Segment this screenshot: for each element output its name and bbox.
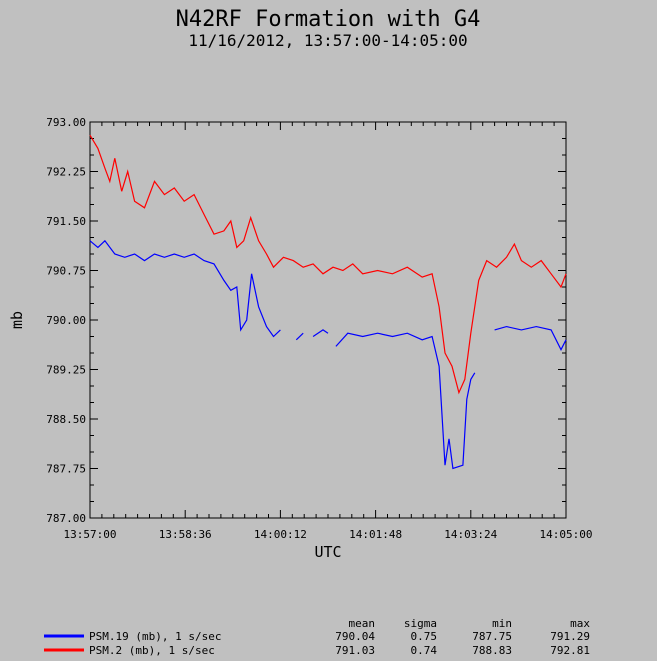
stats-header: min: [492, 617, 512, 630]
series-line-2: [89, 134, 567, 395]
x-tick-label: 14:00:12: [254, 528, 307, 541]
series-lines: [89, 134, 567, 470]
legend: mean sigma min max PSM.19 (mb), 1 s/sec 790.0…: [44, 617, 590, 657]
y-tick-label: 790.75: [46, 265, 86, 278]
legend-stat-value: 792.81: [550, 644, 590, 657]
stats-header: mean: [349, 617, 376, 630]
legend-stat-value: 0.74: [411, 644, 438, 657]
legend-series-name: PSM.2 (mb), 1 s/sec: [89, 644, 215, 657]
y-tick-label: 787.75: [46, 463, 86, 476]
y-tick-label: 787.00: [46, 512, 86, 525]
legend-stat-value: 787.75: [472, 630, 512, 643]
axis-ticks: 13:57:00 13:58:36 14:00:12 14:01:48 14:03:24…: [46, 116, 592, 541]
stats-header: max: [570, 617, 590, 630]
stats-header: sigma: [404, 617, 437, 630]
y-tick-label: 788.50: [46, 413, 86, 426]
y-axis-label: mb: [8, 311, 26, 329]
x-tick-label: 14:03:24: [444, 528, 497, 541]
x-tick-label: 13:57:00: [64, 528, 117, 541]
y-tick-label: 791.50: [46, 215, 86, 228]
y-tick-label: 793.00: [46, 116, 86, 129]
legend-stat-value: 791.29: [550, 630, 590, 643]
y-tick-label: 789.25: [46, 364, 86, 377]
y-tick-label: 790.00: [46, 314, 86, 327]
legend-stat-value: 0.75: [411, 630, 438, 643]
x-tick-label: 14:01:48: [349, 528, 402, 541]
x-tick-label: 13:58:36: [159, 528, 212, 541]
chart-title: N42RF Formation with G4: [176, 7, 481, 32]
chart-subtitle: 11/16/2012, 13:57:00-14:05:00: [188, 31, 467, 50]
legend-stat-value: 790.04: [335, 630, 375, 643]
x-tick-label: 14:05:00: [540, 528, 593, 541]
x-axis-label: UTC: [314, 543, 341, 561]
legend-series-name: PSM.19 (mb), 1 s/sec: [89, 630, 221, 643]
legend-stat-value: 791.03: [335, 644, 375, 657]
plot-area: [89, 121, 567, 519]
series-line-1: [89, 239, 567, 470]
legend-stat-value: 788.83: [472, 644, 512, 657]
y-tick-label: 792.25: [46, 166, 86, 179]
